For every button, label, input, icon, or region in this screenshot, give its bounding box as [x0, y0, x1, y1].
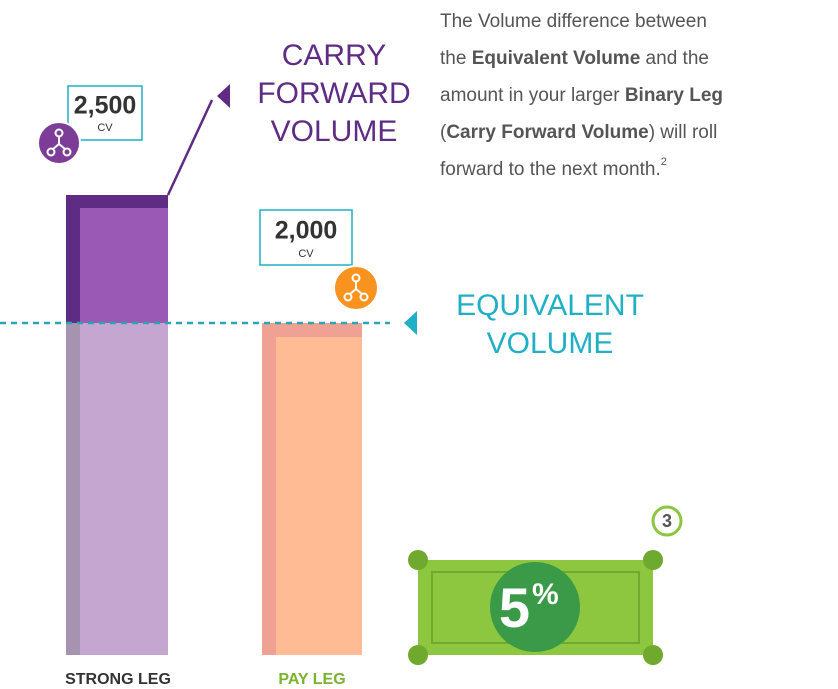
paragraph-run: and the [640, 48, 709, 69]
carry-forward-heading: VOLUME [271, 115, 398, 148]
bill-corner [408, 645, 428, 665]
paragraph-run: ( [440, 122, 447, 143]
bill-symbol: % [532, 578, 559, 611]
carry-forward-heading: CARRY [282, 39, 386, 72]
equivalent-heading: EQUIVALENT [456, 289, 644, 322]
badge-circle [651, 505, 683, 537]
paragraph-line: (Carry Forward Volume) will roll [440, 122, 717, 143]
badge: 3 [662, 511, 672, 531]
bill-number: 5 [499, 576, 530, 639]
pay-icon-glyph [343, 273, 369, 302]
pay-value: 2,000 [275, 217, 338, 245]
carry-pointer [166, 99, 214, 196]
paragraph-run: The Volume difference between [440, 11, 707, 32]
paragraph-line: amount in your larger Binary Leg [440, 85, 723, 106]
paragraph-run: amount in your larger [440, 85, 625, 106]
pay-unit: CV [298, 248, 314, 260]
bill-corner [643, 550, 663, 570]
paragraph-run: forward to the next month. [440, 159, 661, 180]
bill-corner [643, 645, 663, 665]
strong-label: STRONG LEG [65, 671, 171, 688]
strong-value-box [67, 85, 143, 141]
bill-corner [408, 550, 428, 570]
paragraph-run: Equivalent Volume [472, 48, 641, 69]
equivalent-arrow [404, 311, 417, 335]
paragraph-line: the Equivalent Volume and the [440, 48, 709, 69]
strong-bar-top [80, 208, 168, 323]
paragraph-run: ) will roll [649, 122, 718, 143]
pay-label: PAY LEG [278, 671, 345, 688]
paragraph-line: The Volume difference between [440, 11, 707, 32]
footnote-ref: 2 [661, 156, 667, 168]
strong-unit: CV [97, 122, 113, 134]
paragraph-run: Binary Leg [625, 85, 723, 106]
strong-icon-glyph [46, 128, 72, 157]
pay-bar [276, 337, 362, 655]
carry-arrow [217, 84, 230, 108]
strong-bar-edge [66, 323, 80, 655]
bill-seal [490, 562, 580, 652]
strong-value: 2,500 [74, 92, 137, 120]
equivalent-heading: VOLUME [487, 327, 614, 360]
paragraph-run: the [440, 48, 472, 69]
paragraph-line: forward to the next month.2 [440, 156, 667, 180]
carry-forward-heading: FORWARD [257, 77, 410, 110]
strong-bar [80, 323, 168, 655]
paragraph-run: Carry Forward Volume [446, 122, 648, 143]
pay-value-box [259, 209, 353, 266]
